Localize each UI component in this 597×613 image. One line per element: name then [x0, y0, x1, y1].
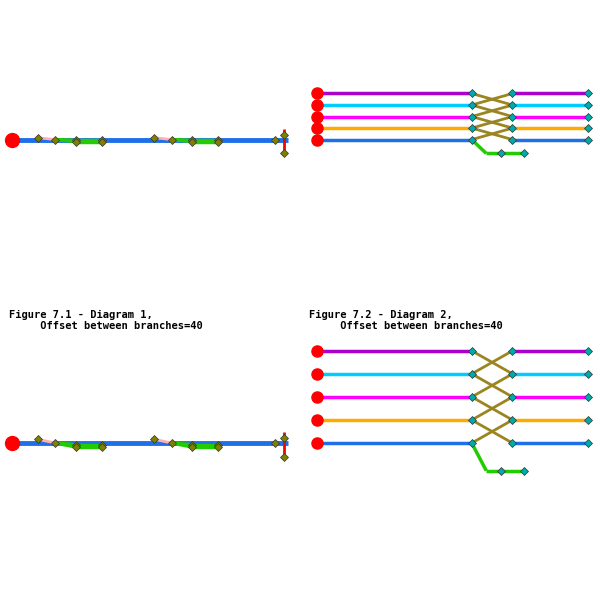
Text: Figure 7.2 - Diagram 2,
     Offset between branches=40: Figure 7.2 - Diagram 2, Offset between b… [309, 310, 503, 331]
Text: Figure 7.1 - Diagram 1,
     Offset between branches=40: Figure 7.1 - Diagram 1, Offset between b… [9, 310, 203, 331]
